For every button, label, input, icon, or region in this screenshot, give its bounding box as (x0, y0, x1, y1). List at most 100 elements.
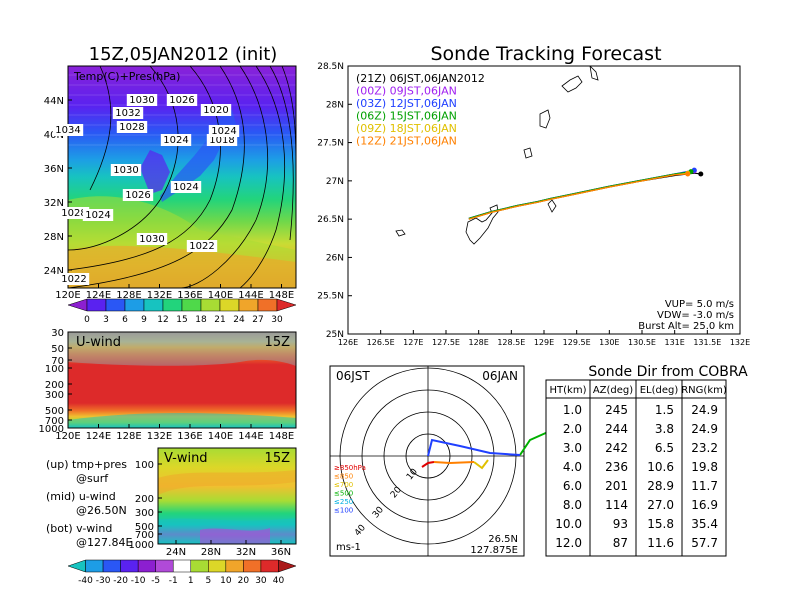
polar-rings (330, 366, 524, 556)
track-y-tick-label: 28N (326, 100, 344, 110)
track-x-tick-label: 129E (534, 338, 554, 347)
track-legend-entry: (00Z) 09JST,06JAN (356, 85, 457, 98)
table-row: 10.0 93 15.8 35.4 (555, 517, 718, 531)
table-cell: 244 (605, 422, 628, 436)
isobar-label: 1024 (163, 135, 188, 146)
isobar-label-bg (52, 124, 84, 136)
track-y-tick-label: 25N (326, 330, 344, 340)
track-y-tick-label: 26.5N (317, 215, 344, 225)
vwind-pressure-label: 300 (135, 508, 154, 519)
isobar-label-bg (58, 207, 90, 219)
table-cell: 4.0 (563, 460, 582, 474)
side-note-sub: @26.50N (76, 504, 127, 517)
track-legend: (21Z) 06JST,06JAN2012(00Z) 09JST,06JAN (0… (356, 72, 485, 148)
isobar-label: 1026 (125, 190, 150, 201)
table-row: 1.0 245 1.5 24.9 (563, 403, 718, 417)
uwind-overlays (68, 332, 296, 428)
isobar-label: 1024 (211, 126, 236, 137)
colorbar-swatch (219, 298, 240, 312)
track-y-tick-label: 27N (326, 177, 344, 187)
uwind-lon-label: 120E (55, 431, 80, 442)
isobar-label: 1034 (55, 125, 80, 136)
polar-legend: ≥850hPa≤850≤700≤500≤250≤100 (334, 464, 366, 515)
tokara-island-1 (561, 75, 583, 93)
colorbar-swatch (208, 559, 227, 573)
surface-lon-tick-label: 136E (177, 290, 202, 301)
colorbar-tick-label: 1 (188, 576, 194, 586)
table-header-cell: AZ(deg) (593, 385, 633, 396)
colorbar-swatch (105, 298, 126, 312)
vwind-pressure-label: 700 (135, 530, 154, 541)
colorbar-tick-label: 21 (214, 315, 225, 325)
table-cell: 93 (613, 517, 628, 531)
uwind-pressure-label: 1000 (39, 424, 64, 435)
vwind-time: 15Z (265, 451, 291, 466)
colorbar-tick-label: -20 (113, 576, 128, 586)
colorbar-tick-label: 0 (84, 315, 90, 325)
colorbar-tick-label: 5 (205, 576, 211, 586)
colorbar-tick-label: 15 (176, 315, 187, 325)
hodo-seg-500 (473, 459, 489, 470)
table-cell: 23.2 (691, 441, 718, 455)
track-x-tick-label: 130.5E (628, 338, 656, 347)
colorbar-swatch (162, 298, 183, 312)
surface-frame (67, 65, 297, 289)
vwind-lat-axis: 24N 28N 32N 36N (166, 540, 291, 558)
table-row: 6.0 201 28.9 11.7 (563, 479, 718, 493)
polar-date: 06JAN (482, 369, 518, 383)
table-cell: 8.0 (563, 498, 582, 512)
track-x-tick-label: 130E (599, 338, 619, 347)
polar-legend-entry: ≤700 (334, 481, 353, 489)
colorbar-swatch (278, 559, 297, 573)
table-cell: 16.9 (691, 498, 718, 512)
track-x-tick-label: 132E (730, 338, 750, 347)
surface-lon-tick-label: 124E (86, 290, 111, 301)
amami-island (539, 109, 551, 129)
vwind-pressure-label: 500 (135, 522, 154, 533)
hodo-seg-700 (433, 461, 475, 465)
table-cell: 6.0 (563, 479, 582, 493)
colorbar-tick-label: 30 (271, 315, 283, 325)
table-cell: 1.5 (655, 403, 674, 417)
isobar-label-bg (160, 134, 192, 146)
surface-lon-tick-label: 120E (55, 290, 80, 301)
isobar-label: 1024 (173, 182, 198, 193)
track-series-line (468, 171, 692, 219)
colorbar-tick-label: 18 (195, 315, 207, 325)
track-legend-entry: (06Z) 15JST,06JAN (356, 110, 457, 123)
polar-legend-entry: ≤500 (334, 490, 353, 498)
track-series-line (468, 173, 688, 220)
vwind-pressure-label: 200 (135, 494, 154, 505)
uwind-lon-label: 136E (177, 431, 202, 442)
table-cell: 28.9 (647, 479, 674, 493)
isobar-label: 1024 (85, 210, 110, 221)
uwind-pressure-label: 700 (45, 416, 64, 427)
main-title: 15Z,05JAN2012 (init) (89, 44, 278, 65)
polar-legend-entry: ≤250 (334, 498, 353, 506)
table-cell: 245 (605, 403, 628, 417)
uwind-pressure-label: 300 (45, 390, 64, 401)
table-cell: 27.0 (647, 498, 674, 512)
korea-land (140, 150, 170, 194)
track-legend-entry: (21Z) 06JST,06JAN2012 (356, 72, 485, 85)
uwind-lon-label: 128E (116, 431, 141, 442)
track-info-line: VUP= 5.0 m/s (665, 299, 734, 310)
table-cell: 12.0 (555, 536, 582, 550)
table-cell: 1.0 (563, 403, 582, 417)
table-cell: 11.6 (647, 536, 674, 550)
isobar-label-bg (82, 209, 114, 221)
track-y-tick-label: 28.5N (317, 62, 344, 72)
table-row: 4.0 236 10.6 19.8 (563, 460, 718, 474)
surface-label: Temp(C)+Pres(hPa) (73, 70, 180, 83)
colorbar-swatch (102, 559, 121, 573)
isobar-label: 1030 (113, 165, 138, 176)
uwind-time: 15Z (265, 335, 291, 350)
colorbar-tick-label: 20 (238, 576, 250, 586)
isobar-label-bg (136, 233, 168, 245)
isobar-label: 1030 (139, 234, 164, 245)
surface-lon-tick-label: 144E (238, 290, 263, 301)
colorbar-tick-label: 12 (157, 315, 168, 325)
track-series (468, 167, 704, 220)
